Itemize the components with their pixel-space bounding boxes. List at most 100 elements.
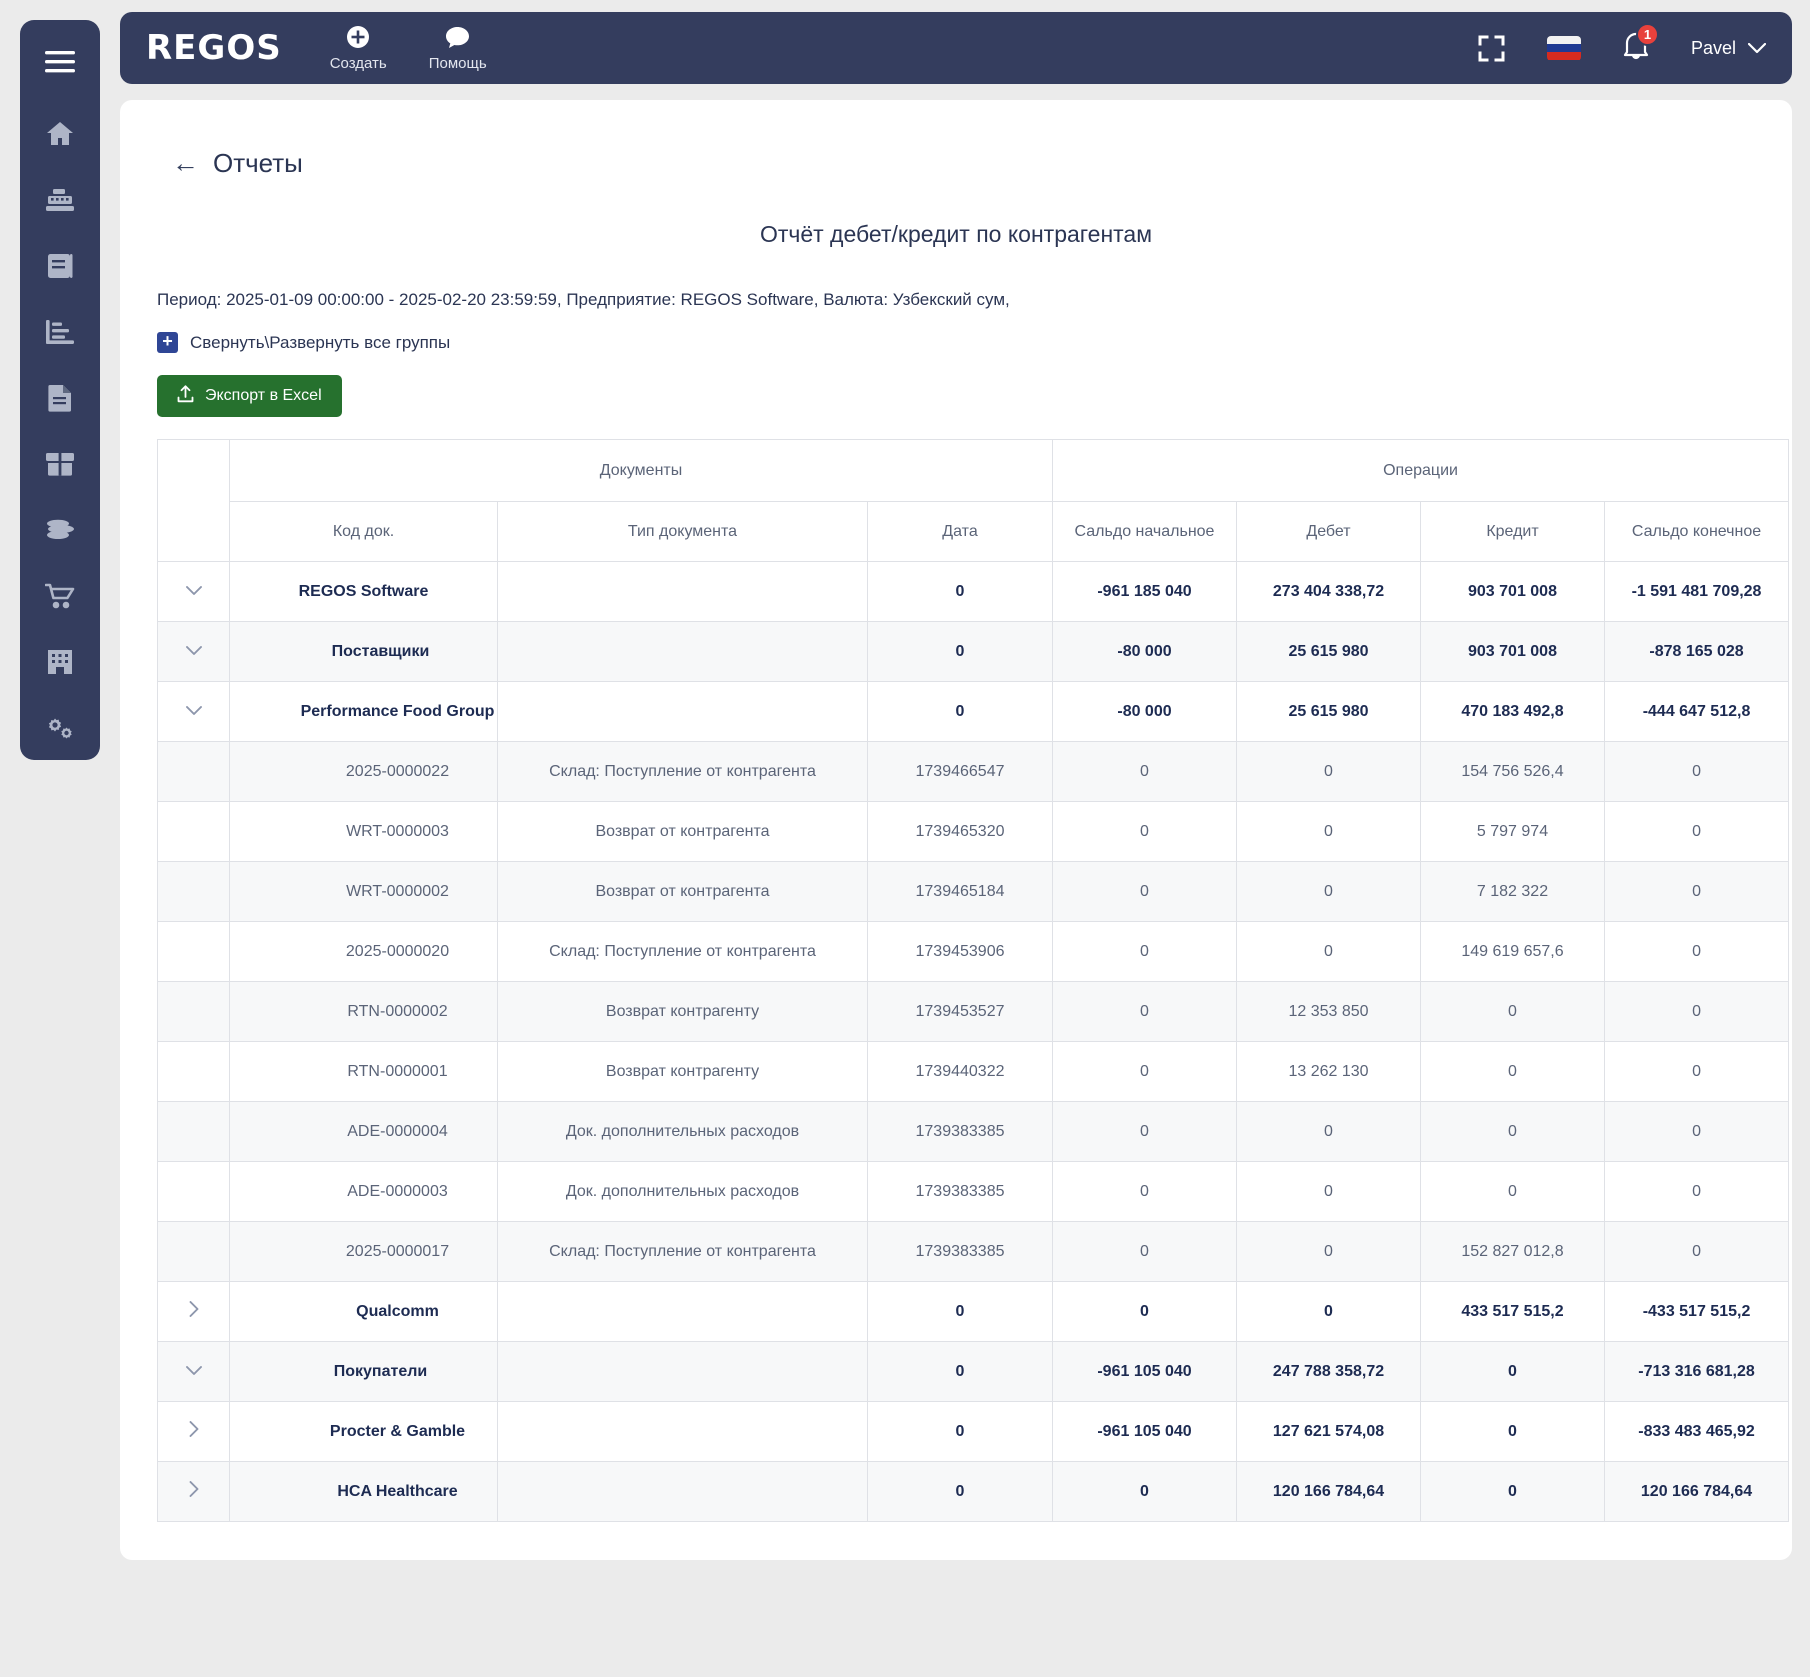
table-head: Документы Операции Код док. Тип документ… [157,439,1790,562]
book-icon[interactable] [38,246,82,286]
table-group-row[interactable]: Поставщики 0 -80 000 25 615 980 903 701 008-… [157,621,1790,682]
cell-credit: 0 [1420,1161,1605,1222]
cell-type [497,1281,868,1342]
notification-badge: 1 [1635,22,1659,46]
expander-cell [157,861,230,922]
cell-saldo-start: 0 [1052,741,1237,802]
notifications-button[interactable]: 1 [1623,22,1659,65]
box-icon[interactable] [38,444,82,484]
cell-credit: 903 701 008 [1420,561,1605,622]
cell-credit: 0 [1420,1461,1605,1522]
cell-date: 1739466547 [867,741,1053,802]
table-group-row[interactable]: Procter & Gamble 0 -961 105 040 127 621 574… [157,1401,1790,1462]
cell-saldo-start: 0 [1052,1461,1237,1522]
cell-saldo-end: -444 647 512,8 [1603,681,1790,742]
chevron-down-icon[interactable] [157,1341,230,1402]
user-name: Pavel [1690,37,1736,58]
cell-type: Док. дополнительных расходов [497,1101,868,1162]
header-right: 1 Pavel [1478,22,1767,65]
table-group-row[interactable]: Qualcomm 0 0 0 433 517 515,2 -433 517 515,2 [157,1281,1790,1342]
cell-code: Покупатели [229,1341,498,1402]
report-title: Отчёт дебет/кредит по контрагентам [759,221,1153,247]
cell-saldo-end: -833 483 465,92 [1603,1401,1790,1462]
cell-debit: 13 262 130 [1236,1041,1421,1102]
table-row: WRT-0000002 Возврат от контрагента 1739465… [157,861,1790,922]
cell-code: Поставщики [229,621,498,682]
cell-type: Склад: Поступление от контрагента [497,1221,868,1282]
expander-cell [157,1041,230,1102]
cell-saldo-end: 0 [1603,1041,1790,1102]
chevron-down-icon[interactable] [157,621,230,682]
help-button[interactable]: Помощь [429,24,487,72]
collapse-expand-all[interactable]: + Свернуть\Развернуть все группы [157,332,1770,353]
page-title: Отчеты [213,148,303,178]
table-row: RTN-0000002 Возврат контрагенту 1739453527… [157,981,1790,1042]
cell-type [497,1461,868,1522]
bar-chart-icon[interactable] [38,312,82,352]
create-button[interactable]: Создать [330,24,387,72]
app-logo[interactable]: REGOS [146,31,282,65]
cell-type [497,561,868,622]
home-icon[interactable] [38,114,82,154]
cell-saldo-end: 0 [1603,741,1790,802]
fullscreen-icon[interactable] [1478,35,1505,62]
table-group-row[interactable]: Performance Food Group 0 -80 000 25 615 980… [157,681,1790,742]
chevron-right-icon[interactable] [157,1461,230,1522]
chevron-right-icon[interactable] [157,1281,230,1342]
table-group-row[interactable]: REGOS Software 0 -961 185 040 273 404 338,7… [157,561,1790,622]
th-debit: Дебет [1236,501,1421,562]
cash-register-icon[interactable] [38,180,82,220]
cell-saldo-end: 0 [1603,1101,1790,1162]
cell-type: Возврат контрагенту [497,981,868,1042]
cell-debit: 273 404 338,72 [1236,561,1421,622]
gears-icon[interactable] [38,708,82,748]
chevron-down-icon[interactable] [157,561,230,622]
cell-code: 2025-0000017 [229,1221,498,1282]
document-icon[interactable] [38,378,82,418]
cell-saldo-start: -961 105 040 [1052,1401,1237,1462]
cell-debit: 0 [1236,801,1421,862]
table-group-row[interactable]: HCA Healthcare 0 0 120 166 784,64 0 120 166 7… [157,1461,1790,1522]
cell-saldo-start: -961 105 040 [1052,1341,1237,1402]
cell-debit: 0 [1236,1101,1421,1162]
shopping-cart-icon[interactable] [38,576,82,616]
building-icon[interactable] [38,642,82,682]
cell-credit: 152 827 012,8 [1420,1221,1605,1282]
cell-saldo-end: 120 166 784,64 [1603,1461,1790,1522]
cell-credit: 149 619 657,6 [1420,921,1605,982]
hamburger-menu-icon[interactable] [38,42,82,82]
table-group-row[interactable]: Покупатели 0 -961 105 040 247 788 358,72 0 -7… [157,1341,1790,1402]
cell-credit: 5 797 974 [1420,801,1605,862]
chevron-right-icon[interactable] [157,1401,230,1462]
cell-code: RTN-0000001 [229,1041,498,1102]
cell-code: HCA Healthcare [229,1461,498,1522]
export-excel-button[interactable]: Экспорт в Excel [157,375,342,417]
plus-square-icon: + [157,332,178,353]
user-menu[interactable]: Pavel [1690,37,1767,59]
cell-credit: 903 701 008 [1420,621,1605,682]
cell-type: Склад: Поступление от контрагента [497,741,868,802]
cell-code: Qualcomm [229,1281,498,1342]
cell-date: 0 [867,621,1053,682]
table-group-header-row: Документы Операции [157,439,1790,562]
cell-date: 1739465184 [867,861,1053,922]
cell-saldo-start: -961 185 040 [1052,561,1237,622]
cell-code: ADE-0000004 [229,1101,498,1162]
cell-credit: 0 [1420,1401,1605,1462]
cell-debit: 120 166 784,64 [1236,1461,1421,1522]
cell-saldo-start: 0 [1052,921,1237,982]
coins-icon[interactable] [38,510,82,550]
table-row: RTN-0000001 Возврат контрагенту 1739440322… [157,1041,1790,1102]
cell-saldo-start: 0 [1052,981,1237,1042]
back-to-reports[interactable]: ← Отчеты [172,148,1770,179]
help-button-label: Помощь [428,55,487,72]
cell-credit: 433 517 515,2 [1420,1281,1605,1342]
expander-cell [157,1161,230,1222]
cell-date: 0 [867,681,1053,742]
cell-credit: 470 183 492,8 [1420,681,1605,742]
table-row: ADE-0000004 Док. дополнительных расходов 1… [157,1101,1790,1162]
ru-flag-icon[interactable] [1546,35,1581,61]
chevron-down-icon[interactable] [157,681,230,742]
expander-cell [157,801,230,862]
cell-debit: 12 353 850 [1236,981,1421,1042]
